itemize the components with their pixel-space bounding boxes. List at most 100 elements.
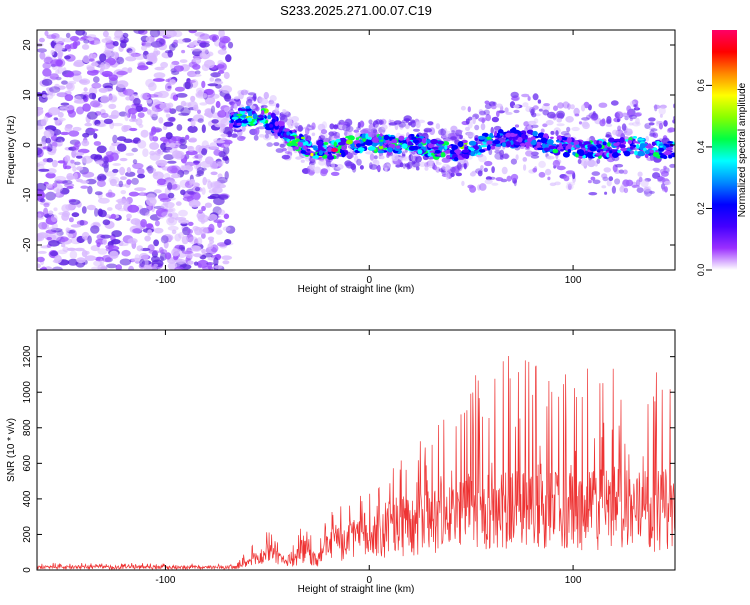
signal-core-blob <box>597 150 601 153</box>
signal-core-blob <box>283 128 291 132</box>
noise-blob <box>225 54 232 63</box>
signal-core-blob <box>269 124 274 128</box>
noise-blob <box>54 43 63 53</box>
noise-blob <box>198 226 209 235</box>
colorbar-tick-label: 0.4 <box>696 141 706 154</box>
signal-halo-blob <box>244 89 250 95</box>
signal-halo-blob <box>252 93 257 102</box>
noise-blob <box>209 77 215 82</box>
noise-blob <box>190 79 199 88</box>
y-tick-label: 400 <box>22 490 33 507</box>
noise-blob <box>149 30 161 38</box>
signal-halo-blob <box>555 130 559 137</box>
signal-core-blob <box>244 107 252 112</box>
signal-halo-blob <box>333 124 339 130</box>
noise-blob <box>194 70 201 75</box>
noise-blob <box>147 167 157 174</box>
signal-halo-blob <box>441 163 451 172</box>
noise-blob <box>37 147 43 156</box>
y-tick-label: 0 <box>22 142 33 148</box>
noise-blob <box>82 95 88 101</box>
noise-blob <box>178 232 185 239</box>
signal-core-blob <box>527 137 533 143</box>
noise-blob <box>84 122 92 127</box>
noise-blob <box>207 236 215 241</box>
signal-core-blob <box>274 125 279 130</box>
noise-blob <box>68 130 80 137</box>
signal-halo-blob <box>395 164 401 168</box>
noise-blob <box>93 76 100 83</box>
signal-halo-blob <box>326 159 331 167</box>
signal-core-blob <box>440 152 446 158</box>
noise-blob <box>67 80 77 85</box>
signal-halo-blob <box>656 176 665 180</box>
signal-halo-blob <box>442 137 452 142</box>
noise-blob <box>113 35 125 41</box>
noise-blob <box>131 257 143 263</box>
y-tick-label: 600 <box>22 455 33 472</box>
noise-blob <box>42 62 51 70</box>
noise-blob <box>135 118 143 126</box>
signal-halo-blob <box>628 122 634 126</box>
noise-blob <box>204 202 212 208</box>
signal-halo-blob <box>499 149 505 157</box>
noise-blob <box>130 218 141 225</box>
noise-blob <box>37 213 42 218</box>
noise-blob <box>176 93 188 98</box>
noise-blob <box>79 219 85 226</box>
signal-core-blob <box>454 149 462 154</box>
noise-blob <box>167 160 177 164</box>
signal-halo-blob <box>309 163 315 171</box>
signal-halo-blob <box>658 107 666 115</box>
noise-blob <box>61 179 73 185</box>
noise-blob <box>88 128 99 132</box>
signal-halo-blob <box>457 162 462 171</box>
noise-blob <box>143 266 153 270</box>
signal-core-blob <box>322 154 328 159</box>
signal-halo-blob <box>474 124 480 131</box>
noise-blob <box>209 34 220 41</box>
noise-blob <box>188 199 201 208</box>
signal-halo-blob <box>356 158 362 166</box>
signal-halo-blob <box>612 129 619 136</box>
spectrogram-y-label: Frequency (Hz) <box>6 116 17 185</box>
signal-core-blob <box>252 113 258 120</box>
noise-blob <box>187 260 194 265</box>
noise-blob <box>176 124 183 131</box>
noise-blob <box>153 239 160 247</box>
noise-blob <box>133 53 146 60</box>
signal-halo-blob <box>586 159 596 168</box>
noise-blob <box>145 197 157 206</box>
noise-blob <box>164 30 177 38</box>
signal-halo-blob <box>373 155 378 160</box>
signal-halo-blob <box>353 129 360 133</box>
noise-blob <box>83 87 88 92</box>
noise-blob <box>134 187 147 192</box>
signal-halo-blob <box>513 109 520 114</box>
signal-core-blob <box>299 139 306 143</box>
signal-halo-blob <box>527 96 531 101</box>
signal-halo-blob <box>423 127 432 133</box>
x-tick-label: 100 <box>565 275 582 286</box>
signal-halo-blob <box>562 101 570 109</box>
noise-blob <box>47 226 57 231</box>
noise-blob <box>81 155 93 164</box>
noise-blob <box>64 125 72 132</box>
noise-blob <box>102 156 109 164</box>
signal-core-blob <box>387 147 393 153</box>
signal-halo-blob <box>501 166 508 175</box>
signal-halo-blob <box>538 171 546 178</box>
noise-blob <box>46 148 53 152</box>
noise-blob <box>55 69 60 75</box>
y-tick-label: -10 <box>22 187 33 202</box>
noise-blob <box>207 195 217 200</box>
signal-core-blob <box>567 143 573 148</box>
signal-core-blob <box>408 145 416 151</box>
noise-blob <box>182 169 190 175</box>
signal-halo-blob <box>530 108 535 116</box>
signal-core-blob <box>401 143 408 149</box>
signal-core-blob <box>623 150 631 157</box>
figure-title: S233.2025.271.00.07.C19 <box>280 3 432 18</box>
noise-blob <box>128 50 136 57</box>
noise-blob <box>197 118 204 123</box>
